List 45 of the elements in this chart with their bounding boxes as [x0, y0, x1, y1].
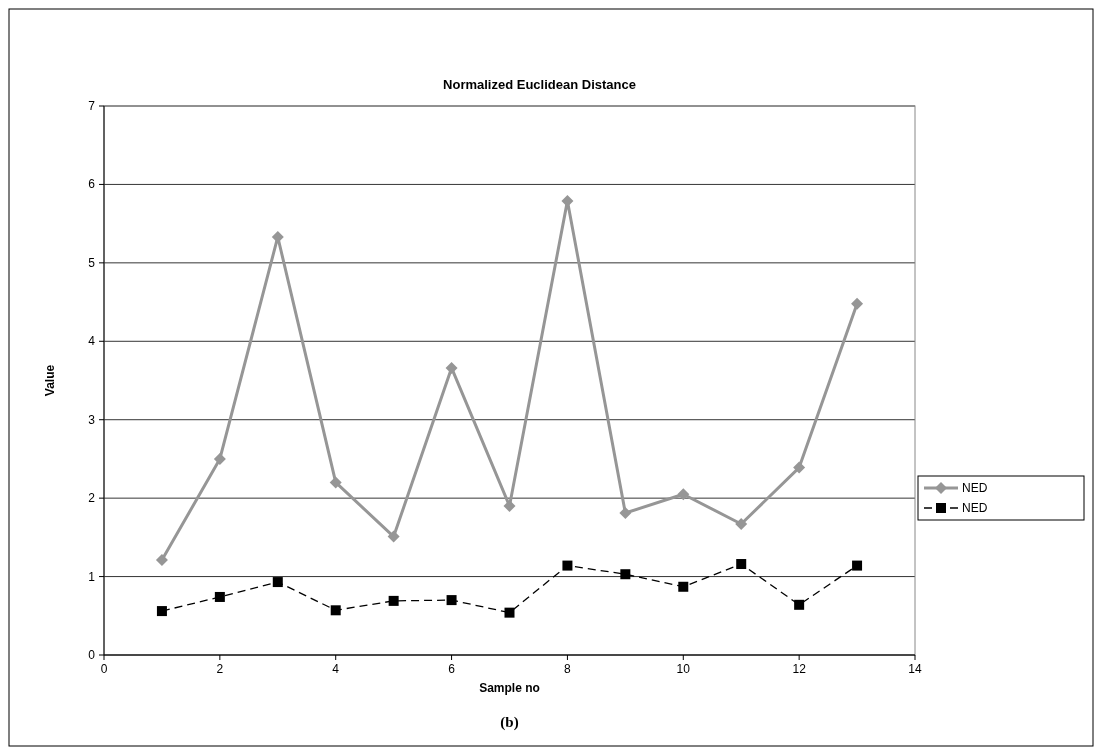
point	[678, 581, 689, 592]
point	[851, 297, 864, 310]
point	[213, 452, 226, 465]
point	[736, 559, 747, 570]
point	[852, 560, 863, 571]
point	[735, 518, 748, 531]
x-axis-title: Sample no	[479, 681, 540, 695]
x-tick-label: 0	[100, 662, 108, 676]
y-tick-label: 3	[88, 412, 96, 427]
y-tick-label: 4	[88, 334, 96, 349]
chart-title: Normalized Euclidean Distance	[443, 77, 636, 92]
point	[620, 569, 631, 580]
x-tick-label: 14	[908, 662, 922, 676]
point	[155, 554, 168, 567]
y-tick-label: 5	[88, 255, 96, 270]
point	[794, 599, 805, 610]
point	[445, 361, 458, 374]
point	[387, 530, 400, 543]
point	[562, 560, 573, 571]
point	[677, 488, 690, 501]
point	[504, 607, 515, 618]
x-tick-label: 10	[676, 662, 691, 676]
x-tick-label: 12	[792, 662, 807, 676]
x-tick-label: 4	[332, 662, 340, 676]
point	[619, 507, 632, 520]
point	[446, 595, 457, 606]
point	[329, 476, 342, 489]
point	[156, 606, 167, 617]
y-tick-label: 0	[88, 648, 96, 662]
text: (b)	[500, 714, 519, 731]
legend-label: NED	[962, 501, 988, 515]
x-tick-label: 6	[448, 662, 456, 676]
y-tick-label: 1	[88, 569, 96, 584]
y-tick-label: 2	[88, 491, 96, 506]
point	[388, 595, 399, 606]
y-axis-title: Value	[43, 364, 57, 397]
x-tick-label: 8	[564, 662, 572, 676]
point	[214, 591, 225, 602]
y-tick-label: 7	[88, 99, 96, 113]
legend-label: NED	[962, 481, 988, 495]
point	[272, 577, 283, 588]
point	[793, 461, 806, 474]
y-tick-label: 6	[88, 177, 96, 192]
point	[330, 605, 341, 616]
x-tick-label: 2	[216, 662, 224, 676]
